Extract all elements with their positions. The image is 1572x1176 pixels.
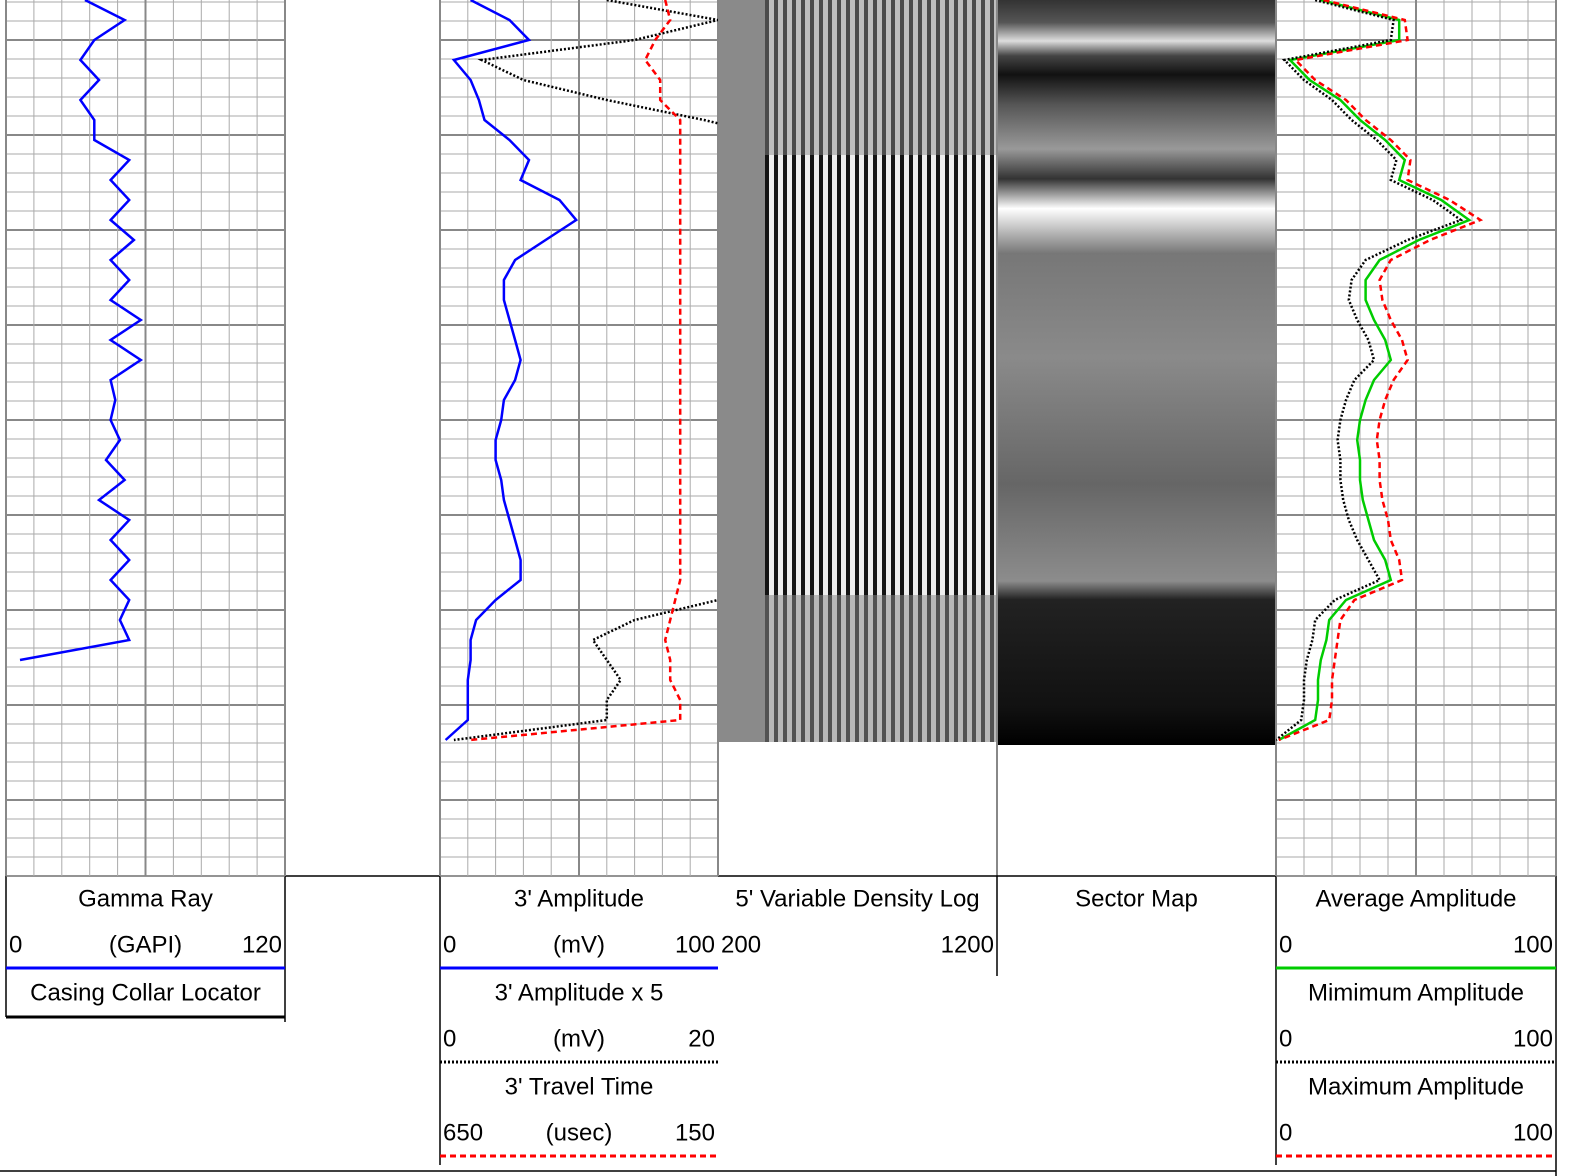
scale-max: 20 <box>688 1025 715 1052</box>
scale-min: 650 <box>443 1119 483 1146</box>
curve-title: 3' Amplitude x 5 <box>495 979 664 1006</box>
scale-max: 120 <box>242 931 282 958</box>
curve-title: 3' Amplitude <box>514 885 644 912</box>
scale-max: 150 <box>675 1119 715 1146</box>
scale-min: 200 <box>721 931 761 958</box>
curve <box>19 0 144 662</box>
scale-min: 0 <box>443 1025 456 1052</box>
grid <box>1275 0 1557 877</box>
grid <box>5 0 286 877</box>
curve <box>1276 0 1464 741</box>
scale-min: 0 <box>1279 1025 1292 1052</box>
curve-title: Mimimum Amplitude <box>1308 979 1524 1006</box>
curve-title: Gamma Ray <box>78 885 213 912</box>
grid <box>439 0 719 877</box>
scale-min: 0 <box>1279 931 1292 958</box>
scale-unit: (mV) <box>553 1025 605 1052</box>
track-title: 5' Variable Density Log <box>735 885 979 912</box>
vdl-image <box>718 0 997 742</box>
scale-unit: (mV) <box>553 931 605 958</box>
curve <box>469 0 682 742</box>
scale-min: 0 <box>1279 1119 1292 1146</box>
curve <box>1278 0 1472 742</box>
scale-max: 100 <box>1513 1025 1553 1052</box>
scale-max: 100 <box>675 931 715 958</box>
scale-max: 100 <box>1513 1119 1553 1146</box>
curve-title: 3' Travel Time <box>505 1073 654 1100</box>
track-title: Sector Map <box>1075 885 1198 912</box>
header-frame <box>0 875 1557 1176</box>
scale-max: 1200 <box>941 931 994 958</box>
curve-title: Maximum Amplitude <box>1308 1073 1524 1100</box>
scale-unit: (GAPI) <box>109 931 182 958</box>
scale-max: 100 <box>1513 931 1553 958</box>
curve <box>1278 0 1484 742</box>
sector-map-image <box>997 0 1276 745</box>
curve-title: Average Amplitude <box>1315 885 1516 912</box>
curve <box>453 0 718 742</box>
curve <box>444 0 579 741</box>
curve-title: Casing Collar Locator <box>30 979 261 1006</box>
scale-min: 0 <box>9 931 22 958</box>
scale-min: 0 <box>443 931 456 958</box>
scale-unit: (usec) <box>546 1119 613 1146</box>
